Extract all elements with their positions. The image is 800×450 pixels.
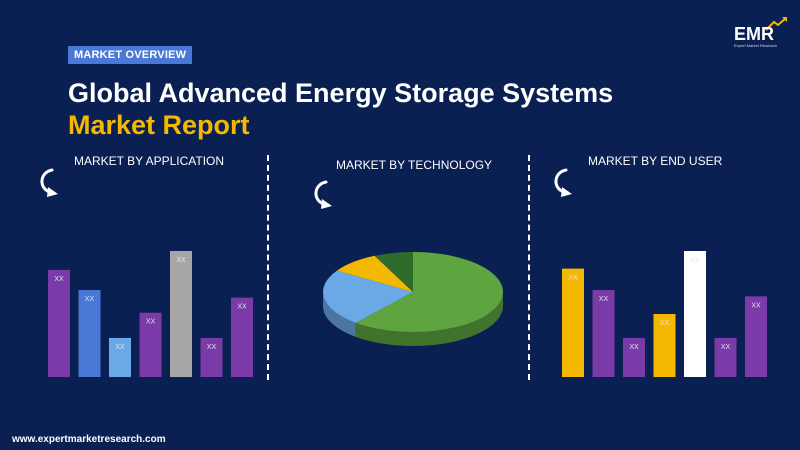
logo-tagline: Expert Market Research — [734, 43, 777, 48]
bar — [623, 337, 645, 377]
pie-slice — [355, 252, 503, 332]
bar — [653, 314, 676, 377]
pie-slice-side — [323, 292, 356, 337]
bar-data-label: XX — [54, 276, 64, 283]
bar-data-label: XX — [146, 319, 156, 326]
bar-data-label: XX — [660, 320, 670, 327]
technology-pie-chart — [323, 252, 503, 346]
bar-data-label: XX — [85, 296, 95, 303]
emr-logo: EMR Expert Market Research — [734, 17, 787, 48]
logo-text: EMR — [734, 24, 774, 44]
bar — [109, 337, 131, 377]
pie-slice-side — [355, 292, 503, 346]
bar — [48, 269, 70, 377]
curl-arrow-icon — [554, 168, 572, 197]
bar — [745, 296, 767, 377]
bar — [562, 268, 584, 377]
bar — [684, 251, 706, 377]
bar-data-label: XX — [176, 257, 186, 264]
section-divider — [267, 155, 269, 380]
bar-data-label: XX — [751, 302, 761, 309]
bar — [714, 337, 737, 377]
bar-data-label: XX — [690, 257, 700, 264]
section-divider — [528, 155, 530, 380]
curl-arrow-icon — [40, 168, 58, 197]
bar — [231, 297, 253, 377]
bar-data-label: XX — [629, 344, 639, 351]
report-title-line1: Global Advanced Energy Storage Systems — [68, 78, 614, 108]
footer-website-url: www.expertmarketresearch.com — [12, 434, 166, 445]
bar-data-label: XX — [721, 344, 731, 351]
end-user-bar-chart: XX XX XX XX XX XX XX — [562, 251, 767, 377]
bar-data-label: XX — [237, 304, 247, 311]
bar-data-label: XX — [599, 296, 609, 303]
market-overview-badge: MARKET OVERVIEW — [68, 46, 193, 64]
pie-slice — [337, 255, 413, 292]
section-title-technology: MARKET BY TECHNOLOGY — [336, 158, 493, 172]
bar — [170, 251, 192, 377]
bar — [200, 337, 223, 377]
report-title-line2: Market Report — [68, 110, 250, 140]
section-title-end-user: MARKET BY END USER — [588, 154, 723, 168]
curl-arrow-icon — [314, 180, 332, 209]
bar — [139, 312, 162, 377]
application-bar-chart: XX XX XX XX XX XX XX — [48, 251, 253, 377]
bar-data-label: XX — [115, 344, 125, 351]
bar-data-label: XX — [207, 344, 217, 351]
section-title-application: MARKET BY APPLICATION — [74, 154, 225, 168]
bar — [78, 290, 101, 377]
bar-data-label: XX — [568, 275, 578, 282]
logo-arrow-icon — [765, 17, 787, 31]
bar — [592, 290, 615, 377]
pie-slice — [374, 252, 413, 292]
pie-slice — [323, 270, 413, 323]
